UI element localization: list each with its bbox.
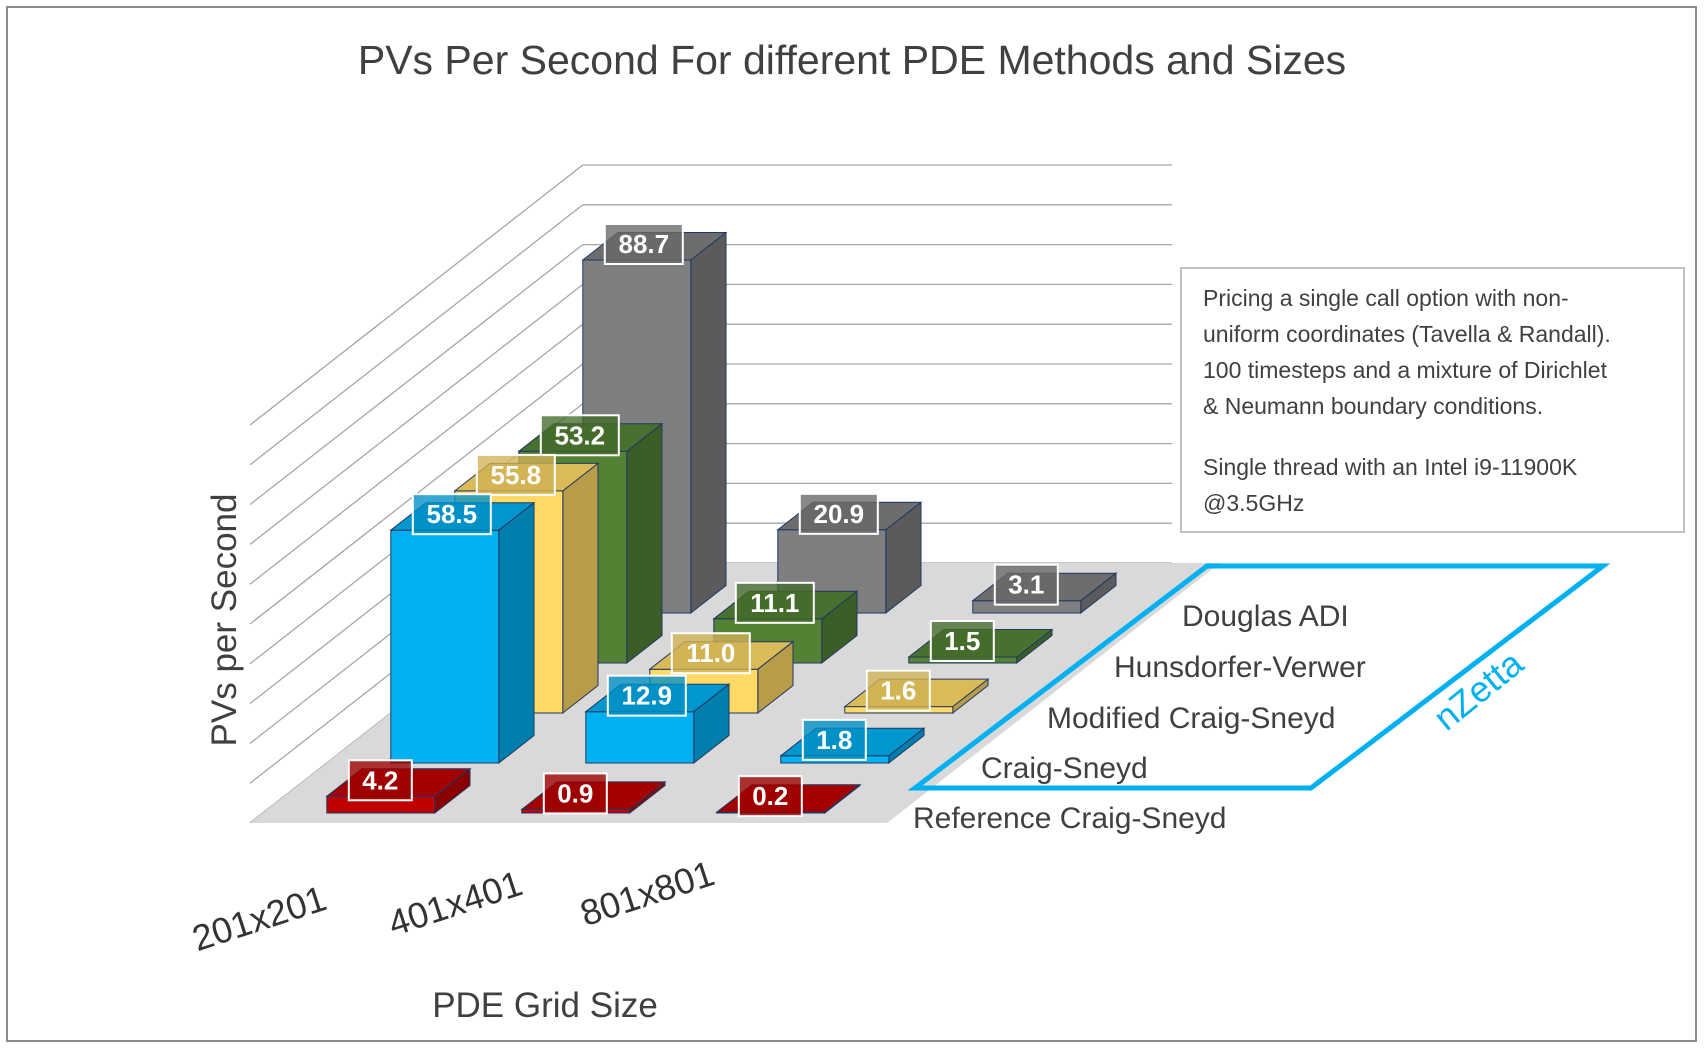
gridline: [249, 244, 584, 506]
chart-frame: [6, 6, 1697, 1042]
data-label-text: 4.2: [362, 765, 398, 795]
data-label: 1.8: [801, 718, 867, 761]
data-label-box: [737, 775, 803, 818]
y-axis-title: PVs per Second: [205, 494, 244, 747]
data-label-box: [542, 772, 608, 815]
data-label-box: [670, 632, 751, 675]
data-label-text: 20.9: [813, 499, 864, 529]
data-label: 11.0: [670, 632, 751, 675]
bar-front-face: [585, 711, 695, 764]
series-label: Hunsdorfer-Verwer: [1114, 651, 1366, 684]
data-label: 3.1: [993, 563, 1059, 606]
data-label: 53.2: [539, 414, 620, 457]
series-label: Craig-Sneyd: [981, 752, 1148, 785]
bar-side-face: [498, 501, 535, 765]
data-label: 12.9: [606, 674, 687, 717]
category-label: 201x201: [187, 877, 331, 959]
data-label-text: 3.1: [1008, 570, 1044, 600]
data-label-box: [475, 453, 556, 496]
gridline: [249, 323, 584, 585]
data-label: 20.9: [798, 492, 879, 535]
data-label-text: 55.8: [490, 460, 541, 490]
data-label: 1.5: [929, 620, 995, 663]
annotation-line: 100 timesteps and a mixture of Dirichlet: [1203, 357, 1608, 383]
data-label: 88.7: [603, 222, 684, 265]
chart-title: PVs Per Second For different PDE Methods…: [358, 37, 1346, 83]
annotation-line: @3.5GHz: [1203, 490, 1304, 516]
data-label-box: [993, 563, 1059, 606]
brand-parallelogram: [907, 563, 1611, 791]
data-label-text: 11.1: [750, 588, 799, 618]
data-label-text: 53.2: [554, 420, 605, 450]
series-label: Modified Craig-Sneyd: [1047, 702, 1335, 735]
gridline: [249, 164, 584, 426]
annotation-text: Pricing a single call option with non-un…: [1203, 285, 1611, 516]
gridline: [249, 283, 584, 545]
series-label: Douglas ADI: [1182, 600, 1349, 633]
category-labels: 201x201 401x401 801x801: [187, 852, 719, 959]
gridline: [249, 204, 584, 466]
data-label-box: [798, 492, 879, 535]
annotation-box: [1180, 267, 1685, 533]
data-label-text: 0.2: [752, 781, 788, 811]
data-label-text: 88.7: [618, 229, 669, 259]
bar-front-face: [390, 529, 500, 764]
data-label-box: [539, 414, 620, 457]
data-label-box: [603, 222, 684, 265]
data-label: 0.2: [737, 775, 803, 818]
data-label: 55.8: [475, 453, 556, 496]
data-label-text: 1.5: [944, 626, 980, 656]
bar: [389, 501, 536, 765]
data-label-text: 11.0: [686, 638, 735, 668]
bar-side-face: [626, 422, 663, 665]
annotation-line: & Neumann boundary conditions.: [1203, 393, 1543, 419]
data-label-box: [865, 669, 931, 712]
data-label-text: 1.8: [816, 725, 852, 755]
category-label: 401x401: [383, 862, 527, 944]
bar-side-face: [562, 462, 599, 715]
data-label-box: [801, 718, 867, 761]
data-label-box: [606, 674, 687, 717]
data-label-box: [411, 493, 492, 536]
series-label: Reference Craig-Sneyd: [913, 802, 1227, 835]
data-label: 1.6: [865, 669, 931, 712]
data-label: 11.1: [734, 581, 815, 624]
annotation-line: uniform coordinates (Tavella & Randall).: [1203, 321, 1611, 347]
bar-side-face: [690, 231, 727, 615]
data-label-group: 3.1 20.9 88.7 1.5 11.1 53.2 1.6 11.0 55.8 1.8 12.9…: [347, 222, 1059, 818]
data-label-box: [929, 620, 995, 663]
data-label-box: [734, 581, 815, 624]
data-label-text: 12.9: [621, 681, 672, 711]
category-label: 801x801: [575, 852, 719, 934]
data-label-text: 1.6: [880, 676, 916, 706]
data-label: 0.9: [542, 772, 608, 815]
data-label: 58.5: [411, 493, 492, 536]
data-label-box: [347, 759, 413, 802]
annotation-line: Single thread with an Intel i9-11900K: [1203, 454, 1578, 480]
series-labels: Reference Craig-Sneyd Craig-Sneyd Modified…: [913, 600, 1366, 835]
annotation-line: Pricing a single call option with non-: [1203, 285, 1569, 311]
data-label: 4.2: [347, 759, 413, 802]
data-label-text: 0.9: [557, 778, 593, 808]
x-axis-title: PDE Grid Size: [432, 986, 658, 1025]
data-label-text: 58.5: [426, 499, 477, 529]
